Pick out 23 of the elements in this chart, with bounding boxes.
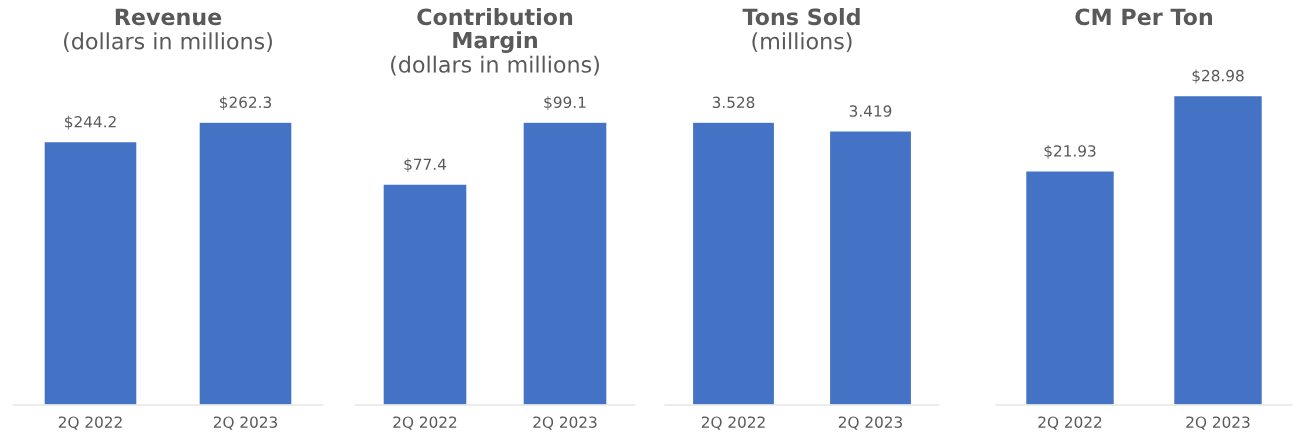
data-label: $262.3 [220, 96, 271, 111]
chart-title: Contribution Margin [417, 8, 573, 53]
x-tick-label: 2Q 2022 [1038, 416, 1102, 430]
data-label: 3.419 [849, 105, 892, 117]
chart-subtitle: (dollars in millions) [391, 55, 599, 76]
x-tick-label: 2Q 2022 [58, 416, 122, 430]
x-tick-label: 2Q 2023 [1186, 416, 1250, 430]
chart-subtitle: (millions) [752, 32, 852, 53]
chart-title: Tons Sold [742, 8, 860, 26]
data-label: $77.4 [404, 158, 447, 173]
data-label: 3.528 [712, 96, 755, 109]
chart-subtitle: (dollars in millions) [64, 32, 272, 53]
data-label: $28.98 [1192, 69, 1244, 84]
data-label: $99.1 [544, 96, 586, 111]
x-tick-label: 2Q 2023 [533, 416, 597, 430]
chart-title: CM Per Ton [1075, 8, 1213, 26]
data-label: $244.2 [65, 115, 116, 130]
x-tick-label: 2Q 2023 [838, 416, 903, 430]
x-tick-label: 2Q 2022 [701, 416, 765, 430]
x-tick-label: 2Q 2023 [213, 416, 278, 430]
chart-title: Revenue [115, 8, 222, 26]
data-label: $21.93 [1044, 144, 1096, 159]
x-tick-label: 2Q 2022 [393, 416, 457, 430]
